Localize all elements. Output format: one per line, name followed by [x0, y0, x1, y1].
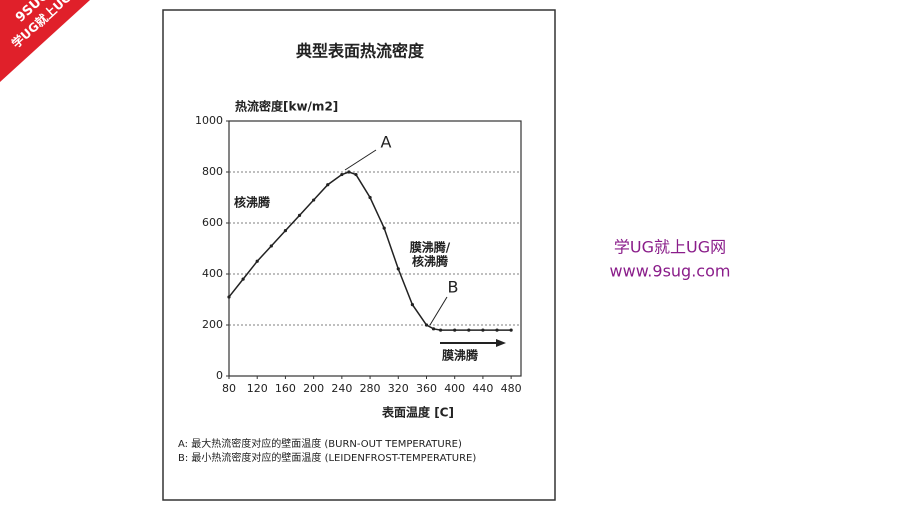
data-point [424, 323, 429, 327]
x-tick-label: 320 [388, 382, 409, 395]
arrow-head [496, 339, 506, 347]
data-point [481, 328, 485, 332]
y-tick-label: 800 [202, 165, 223, 178]
data-point [255, 259, 259, 263]
x-tick-label: 240 [331, 382, 352, 395]
x-tick-label: 360 [416, 382, 437, 395]
data-point [509, 328, 513, 332]
side-text: 学UG就上UG网 [614, 238, 726, 257]
figure-frame [162, 9, 556, 501]
data-point [297, 213, 302, 217]
x-tick-label: 120 [247, 382, 268, 395]
data-point [410, 303, 414, 307]
x-tick-label: 200 [303, 382, 324, 395]
data-point [227, 295, 231, 299]
x-axis-label: 表面温度 [C] [381, 405, 454, 420]
data-point [326, 183, 330, 187]
series-line [228, 171, 512, 331]
annotation: 膜沸腾/ [410, 240, 451, 255]
y-axis-label: 热流密度[kw/m2] [235, 99, 338, 114]
annotation: 膜沸腾 [442, 348, 479, 363]
data-point [382, 226, 386, 230]
data-point [453, 328, 457, 332]
data-point [283, 229, 288, 233]
y-tick-label: 600 [202, 216, 223, 229]
annotation-leader [429, 296, 448, 326]
data-point [347, 170, 351, 174]
data-point [368, 195, 372, 200]
data-point [495, 328, 499, 332]
x-tick-label: 440 [472, 382, 493, 395]
x-tick-label: 280 [360, 382, 381, 395]
annotation: B [448, 278, 459, 297]
data-point [438, 328, 443, 332]
data-point [269, 244, 273, 248]
x-tick-label: 400 [444, 382, 465, 395]
chart-title: 典型表面热流密度 [296, 42, 425, 61]
x-tick-label: 160 [275, 382, 296, 395]
y-tick-label: 0 [216, 369, 223, 382]
data-point [431, 327, 436, 331]
data-point [396, 267, 400, 271]
corner-badge [0, 0, 90, 82]
note: A: 最大热流密度对应的壁面温度 (BURN-OUT TEMPERATURE) [178, 437, 462, 450]
plot-frame [228, 120, 522, 377]
annotation: 核沸腾 [234, 195, 271, 210]
annotation: A [381, 133, 392, 152]
annotation: 核沸腾 [412, 254, 449, 269]
note: B: 最小热流密度对应的壁面温度 (LEIDENFROST-TEMPERATUR… [178, 451, 476, 464]
annotation-leader [344, 149, 377, 171]
data-point [340, 172, 344, 177]
data-point [354, 172, 358, 177]
y-tick-label: 400 [202, 267, 223, 280]
side-text: www.9sug.com [610, 262, 731, 281]
data-point [467, 328, 471, 332]
y-tick-label: 1000 [195, 114, 223, 127]
x-tick-label: 480 [501, 382, 522, 395]
data-point [312, 198, 316, 202]
y-tick-label: 200 [202, 318, 223, 331]
data-point [241, 277, 245, 281]
x-tick-label: 80 [222, 382, 236, 395]
